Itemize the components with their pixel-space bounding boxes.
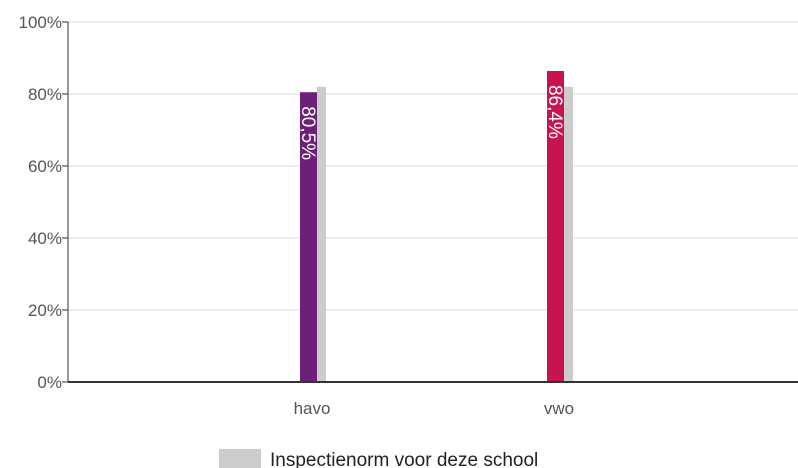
norm-bar-vwo bbox=[564, 86, 573, 383]
y-tick-label: 20% bbox=[28, 301, 62, 320]
norm-bar-havo bbox=[317, 86, 326, 383]
legend-swatch bbox=[219, 449, 261, 468]
gridlines bbox=[68, 21, 798, 311]
y-tick-label: 100% bbox=[19, 13, 62, 32]
bar-havo bbox=[300, 92, 317, 382]
data-label-vwo: 86,4% bbox=[544, 85, 565, 139]
legend-label: Inspectienorm voor deze school bbox=[270, 450, 538, 468]
y-tick-label: 0% bbox=[37, 373, 62, 392]
y-axis-ticks: 0% 20% 40% 60% 80% 100% bbox=[19, 13, 68, 392]
legend: Inspectienorm voor deze school bbox=[219, 449, 538, 468]
category-label-havo: havo bbox=[294, 399, 331, 418]
bars bbox=[300, 70, 573, 383]
y-tick-label: 60% bbox=[28, 157, 62, 176]
category-label-vwo: vwo bbox=[544, 399, 574, 418]
data-labels: 80,5% 86,4% bbox=[297, 85, 565, 160]
y-tick-label: 40% bbox=[28, 229, 62, 248]
y-tick-label: 80% bbox=[28, 85, 62, 104]
data-label-havo: 80,5% bbox=[297, 106, 318, 160]
category-labels: havo vwo bbox=[294, 399, 575, 418]
bar-vwo bbox=[547, 70, 564, 383]
